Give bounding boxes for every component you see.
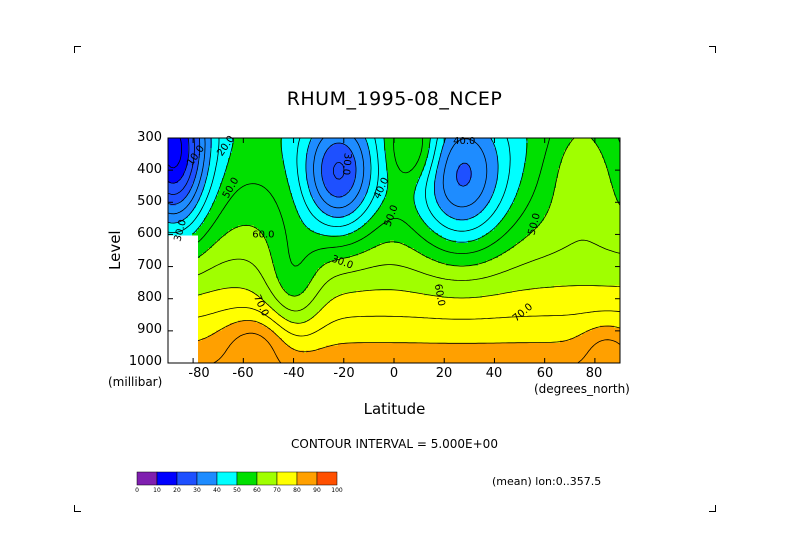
contour-fill-layer xyxy=(168,138,621,364)
